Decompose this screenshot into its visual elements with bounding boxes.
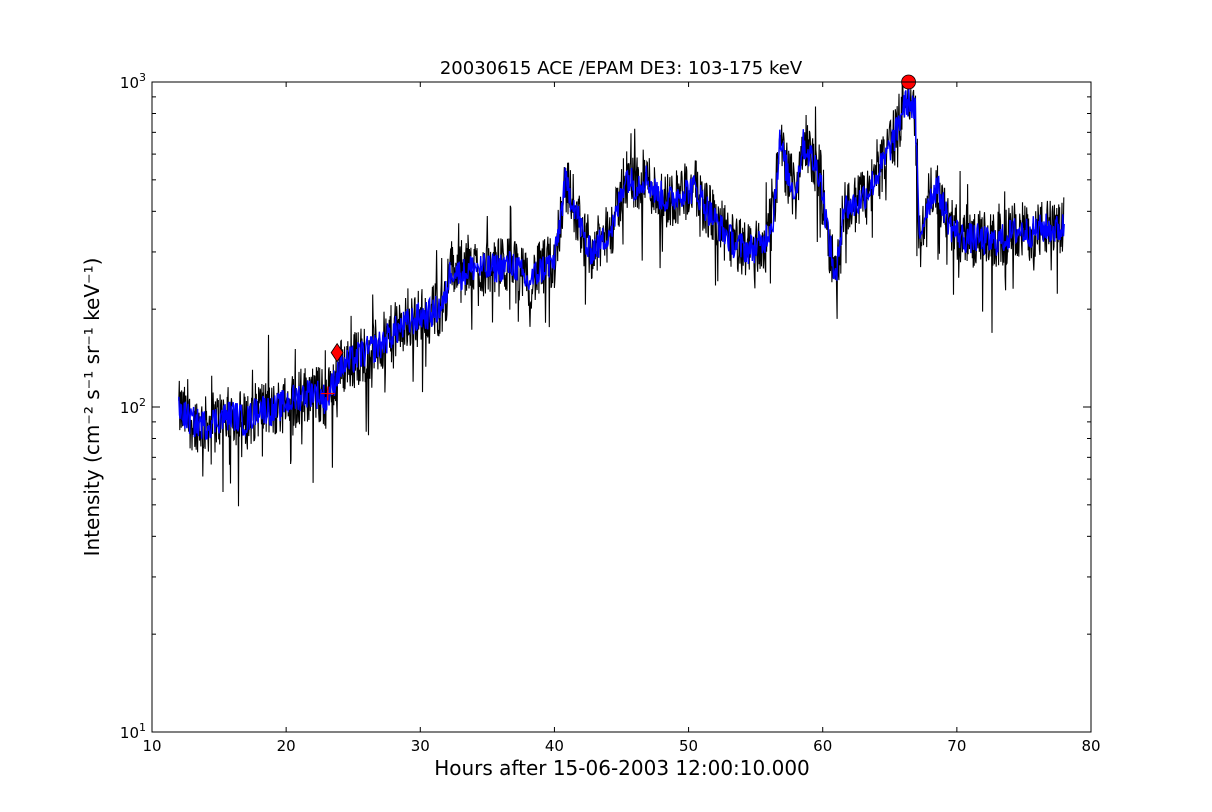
y-tick-label: 102 bbox=[120, 396, 146, 417]
series-layer bbox=[178, 82, 1065, 507]
x-tick-label: 10 bbox=[142, 737, 161, 755]
x-tick-label: 40 bbox=[545, 737, 564, 755]
y-tick-label: 103 bbox=[120, 71, 146, 92]
chart-title: 20030615 ACE /EPAM DE3: 103-175 keV bbox=[440, 58, 803, 79]
x-tick-label: 50 bbox=[679, 737, 698, 755]
x-tick-label: 60 bbox=[813, 737, 832, 755]
x-tick-label: 70 bbox=[947, 737, 966, 755]
x-tick-label: 80 bbox=[1081, 737, 1100, 755]
x-axis-label: Hours after 15-06-2003 12:00:10.000 bbox=[434, 756, 810, 780]
x-tick-label: 20 bbox=[277, 737, 296, 755]
y-tick-label: 101 bbox=[120, 721, 146, 742]
y-axis-label: Intensity (cm⁻² s⁻¹ sr⁻¹ keV⁻¹) bbox=[80, 258, 104, 557]
marker-plus bbox=[320, 386, 335, 401]
x-tick-label: 30 bbox=[411, 737, 430, 755]
series-smoothed-line bbox=[178, 87, 1065, 440]
plot-area: 10 20 30 40 50 60 70 80 101 102 103 bbox=[120, 71, 1101, 755]
tick-layer: 10 20 30 40 50 60 70 80 101 102 103 bbox=[120, 71, 1101, 755]
marker-diamond bbox=[330, 342, 344, 363]
